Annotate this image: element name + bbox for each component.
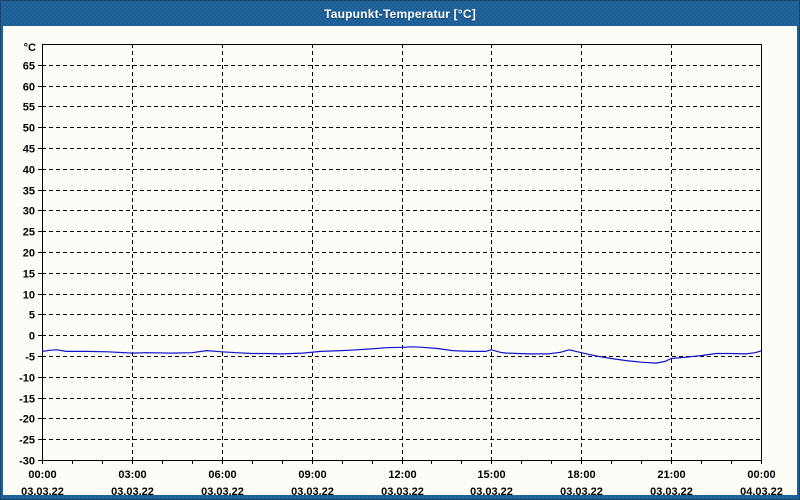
y-tick-label: 15 (23, 269, 35, 281)
x-date-label: 03.03.22 (470, 486, 513, 495)
y-tick-label: 55 (23, 102, 35, 114)
y-tick-label: -25 (19, 435, 35, 447)
y-tick-label: -5 (25, 352, 35, 364)
y-tick-label: 25 (23, 227, 35, 239)
y-tick-label: 35 (23, 186, 35, 198)
x-time-label: 15:00 (477, 469, 505, 481)
x-date-label: 03.03.22 (111, 486, 154, 495)
y-tick-label: 20 (23, 248, 35, 260)
x-time-label: 00:00 (28, 469, 56, 481)
y-tick-label: 65 (23, 61, 35, 73)
chart-area: 65 60 55 50 45 40 35 30 25 20 15 10 5 0 -5 -10 -15 -20 -25… (3, 26, 797, 495)
x-date-label: 03.03.22 (381, 486, 424, 495)
x-time-label: 06:00 (208, 469, 236, 481)
y-tick-label: -30 (19, 456, 35, 468)
y-tick-label: 5 (29, 310, 35, 322)
x-time-label: 18:00 (567, 469, 595, 481)
x-date-label: 03.03.22 (650, 486, 693, 495)
x-date-label: 03.03.22 (201, 486, 244, 495)
x-time-label: 21:00 (657, 469, 685, 481)
x-time-label: 12:00 (388, 469, 416, 481)
x-time-label: 09:00 (298, 469, 326, 481)
dewpoint-line (41, 346, 762, 364)
y-tick-label: 50 (23, 123, 35, 135)
y-tick-label: 10 (23, 290, 35, 302)
dewpoint-chart: 65605550454035302520151050-5-10-15-20-25… (19, 42, 783, 495)
y-axis-unit-label: °C (24, 42, 36, 54)
plot-border (42, 44, 762, 461)
x-time-label: 03:00 (118, 469, 146, 481)
y-tick-label: 0 (29, 331, 35, 343)
x-date-label: 03.03.22 (560, 486, 603, 495)
x-date-label: 04.03.22 (740, 486, 783, 495)
x-time-label: 00:00 (747, 469, 775, 481)
y-tick-label: 40 (23, 165, 35, 177)
title-bar: Taupunkt-Temperatur [°C] (1, 1, 799, 26)
y-tick-label: 45 (23, 144, 35, 156)
y-tick-label: -20 (19, 414, 35, 426)
y-tick-label: 60 (23, 82, 35, 94)
y-tick-label: -15 (19, 394, 35, 406)
y-tick-label: 30 (23, 206, 35, 218)
x-date-label: 03.03.22 (291, 486, 334, 495)
y-tick-label: -10 (19, 373, 35, 385)
x-date-label: 03.03.22 (21, 486, 64, 495)
window-title: Taupunkt-Temperatur [°C] (324, 6, 476, 21)
